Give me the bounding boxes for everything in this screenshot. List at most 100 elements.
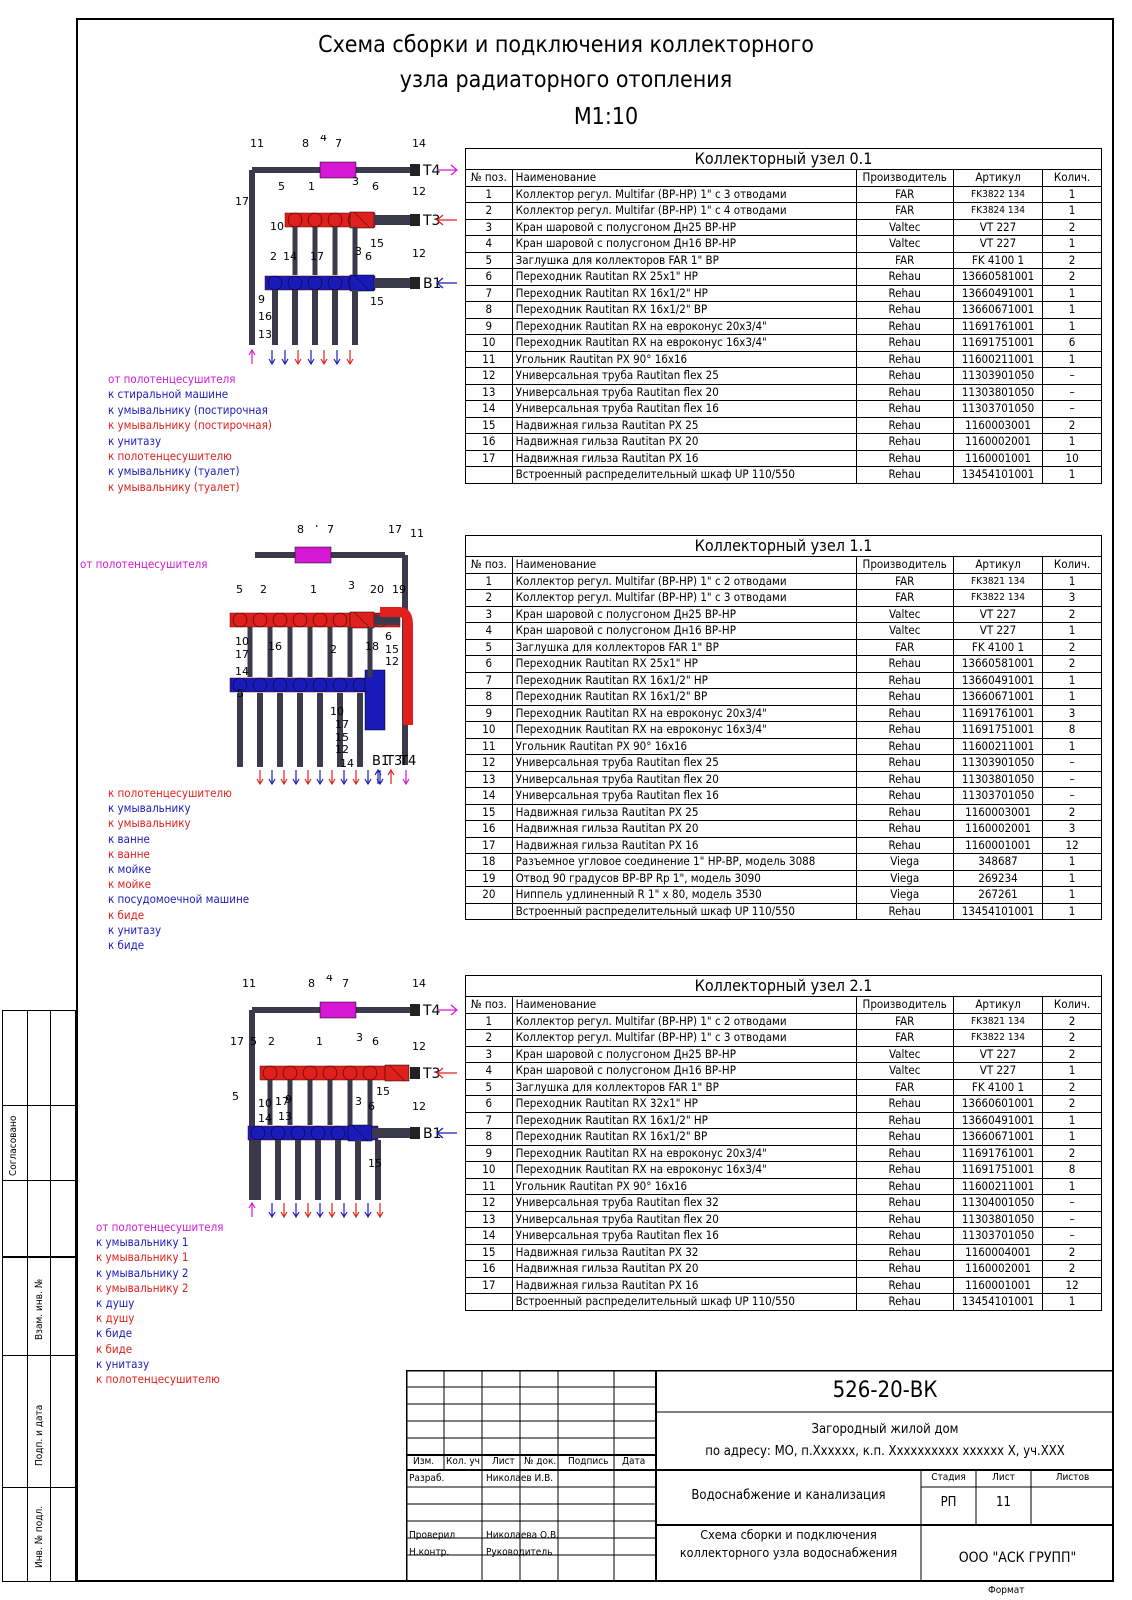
table-cell: 2 <box>1042 1078 1102 1096</box>
manifold-outlet <box>342 1065 358 1081</box>
connection-label: к унитазу <box>108 922 162 937</box>
flow-arrow-head <box>248 1201 256 1209</box>
table-row: 3 Кран шаровой с полусгоном Дн25 ВР-НР Val… <box>465 605 1102 623</box>
inv-orig-label: Инв. № подл. <box>34 1505 45 1568</box>
table-cell: 1 <box>1042 284 1102 302</box>
table-header-row: № поз. Наименование Производитель Артикул Ко… <box>465 169 1102 187</box>
table-cell: Rehau <box>855 787 954 805</box>
table-cell: 13454101001 <box>952 1293 1044 1311</box>
table-cell: 11691761001 <box>952 1144 1044 1162</box>
position-number: 16 <box>268 640 282 653</box>
table-row: 16 Надвижная гильза Rautitan PX 20 Rehau 11… <box>465 1260 1102 1278</box>
table-cell: 5 <box>465 1078 513 1096</box>
table-cell: 13660491001 <box>952 1111 1044 1129</box>
position-number: 6 <box>365 250 372 263</box>
table-cell: 14 <box>465 400 513 418</box>
pipe-cap <box>410 1127 420 1139</box>
table-cell: 10 <box>465 721 513 739</box>
table-cell: Valtec <box>855 1045 954 1063</box>
table-row: Встроенный распределительный шкаф UP 110… <box>465 466 1102 484</box>
table-cell: Кран шаровой с полусгоном Дн25 ВР-НР <box>511 218 857 236</box>
table-row: 14 Универсальная труба Rautitan flex 16 Re… <box>465 1227 1102 1245</box>
table-cell: Viega <box>855 886 954 904</box>
manifold-outlet <box>312 677 328 693</box>
column-header: Артикул <box>952 996 1044 1014</box>
pipe-label-b1: B1 <box>423 276 442 292</box>
table-cell: Rehau <box>855 1210 954 1228</box>
table-cell: Valtec <box>855 622 954 640</box>
table-cell: Кран шаровой с полусгоном Дн16 ВР-НР <box>511 1062 857 1080</box>
table-cell: Rehau <box>855 1293 954 1311</box>
object-line2: по адресу: МО, п.Хxxxxx, к.п. Хxxxxxxxxx… <box>705 1444 1065 1459</box>
table-cell: 10 <box>465 1161 513 1179</box>
table-cell: – <box>1042 770 1102 788</box>
table-cell: – <box>1042 383 1102 401</box>
table-cell: Коллектор регул. Multifar (ВР-НР) 1" с 2… <box>511 572 857 590</box>
table-row: 15 Надвижная гильза Rautitan PX 32 Rehau 11… <box>465 1243 1102 1261</box>
table-cell: Разъемное угловое соединение 1" НР-ВР, м… <box>511 853 857 871</box>
flow-arrow-head <box>376 1211 384 1219</box>
position-number: 3 <box>355 1095 362 1108</box>
position-number: 7 <box>327 525 334 536</box>
table-cell: 11691751001 <box>952 721 1044 739</box>
table-cell: FK 4100 1 <box>952 1078 1044 1096</box>
position-number: 11 <box>242 977 256 990</box>
table-cell: Rehau <box>855 400 954 418</box>
connection-label: к умывальнику (туалет) <box>108 479 240 494</box>
table-cell: 1 <box>1042 869 1102 887</box>
stadia-value: РП <box>940 1495 957 1510</box>
table-cell: Rehau <box>855 1095 954 1113</box>
flow-arrow-head <box>364 1211 372 1219</box>
stamp-kol: Кол. уч <box>446 1456 480 1467</box>
position-number: 4 <box>312 525 319 530</box>
flow-arrow-head <box>364 778 372 786</box>
table-cell: 11691751001 <box>952 334 1044 352</box>
table-cell: 1 <box>1042 902 1102 920</box>
table-header-row: № поз. Наименование Производитель Артикул Ко… <box>465 556 1102 574</box>
flow-arrow-head <box>320 358 328 366</box>
table-header-row: № поз. Наименование Производитель Артикул Ко… <box>465 996 1102 1014</box>
company-name: ООО "АСК ГРУПП" <box>958 1550 1077 1566</box>
table-cell: 1 <box>1042 1062 1102 1080</box>
table-cell: 1160002001 <box>952 433 1044 451</box>
table-cell: 8 <box>465 1128 513 1146</box>
table-cell: 4 <box>465 622 513 640</box>
manifold-outlet <box>270 1125 286 1141</box>
column-header: № поз. <box>465 996 513 1014</box>
flow-arrow-head <box>316 1211 324 1219</box>
table-cell: 2 <box>1042 1144 1102 1162</box>
position-number: 6 <box>372 1035 379 1048</box>
table-cell: Rehau <box>855 671 954 689</box>
table-cell: Rehau <box>855 268 954 286</box>
column-header: Наименование <box>511 169 857 187</box>
manifold-outlet <box>232 612 248 628</box>
manifold-outlet <box>330 1125 346 1141</box>
table-cell: Отвод 90 градусов ВР-ВР Rp 1", модель 30… <box>511 869 857 887</box>
table-cell: Кран шаровой с полусгоном Дн25 ВР-НР <box>511 1045 857 1063</box>
connection-label: к полотенцесушителю <box>108 786 232 800</box>
table-cell: Встроенный распределительный шкаф UP 110… <box>511 1293 857 1311</box>
table-row: 13 Универсальная труба Rautitan flex 20 Re… <box>465 1210 1102 1228</box>
table-cell: 2 <box>1042 803 1102 821</box>
table-row: 8 Переходник Rautitan RX 16х1/2" ВР Rehau 1… <box>465 1128 1102 1146</box>
table-cell: 2 <box>1042 218 1102 236</box>
agreed-label: Согласовано <box>8 1115 19 1176</box>
manifold-outlet <box>302 1065 318 1081</box>
table-cell: 2 <box>1042 251 1102 269</box>
table-row: 12 Универсальная труба Rautitan flex 32 Re… <box>465 1194 1102 1212</box>
table-cell: 12 <box>465 367 513 385</box>
table-cell: 13660581001 <box>952 268 1044 286</box>
manifold-outlet <box>252 677 268 693</box>
table-cell: 3 <box>465 218 513 236</box>
table-cell: Переходник Rautitan RX 32х1" НР <box>511 1095 857 1113</box>
table-cell: Встроенный распределительный шкаф UP 110… <box>511 466 857 484</box>
table-cell: VT 227 <box>952 605 1044 623</box>
table-cell: 10 <box>1042 449 1102 467</box>
table-cell: 11600211001 <box>952 1177 1044 1195</box>
table-cell: Надвижная гильза Rautitan PX 25 <box>511 416 857 434</box>
table-cell: Переходник Rautitan RX 25х1" НР <box>511 655 857 673</box>
flow-arrow-head <box>340 778 348 786</box>
table-cell: Valtec <box>855 605 954 623</box>
flow-arrow-head <box>346 358 354 366</box>
inventory-box <box>2 1257 76 1582</box>
